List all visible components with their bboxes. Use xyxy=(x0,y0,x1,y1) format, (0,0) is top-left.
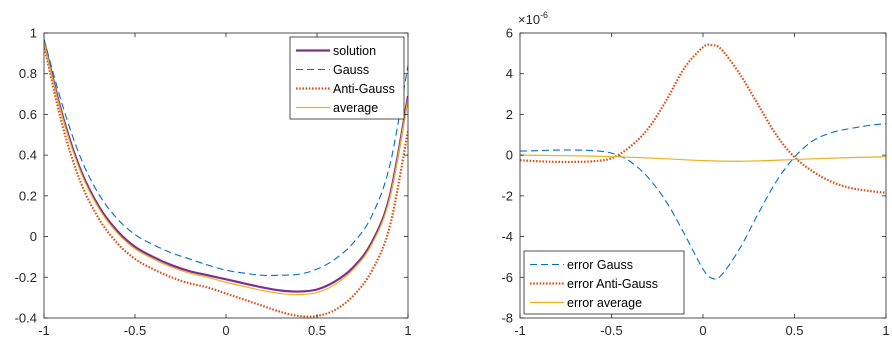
y-tick-label: 0.4 xyxy=(19,148,37,163)
legend-label: error average xyxy=(567,296,642,310)
x-tick-label: 1 xyxy=(404,323,411,338)
y-tick-label: -0.4 xyxy=(15,311,37,326)
series-line-anti-gauss xyxy=(44,44,408,318)
y-tick-label: 2 xyxy=(506,107,513,122)
x-tick-label: 0.5 xyxy=(308,323,326,338)
y-tick-label: -4 xyxy=(501,229,513,244)
series-line-solution xyxy=(44,40,408,293)
left-plot: -1 -0.5 0 0.5 1 -0.4 -0.2 0 0.2 0.4 0.6 0.8 1 solutio… xyxy=(15,26,412,339)
y-tick-label: 0.6 xyxy=(19,107,37,122)
y-tick-label: 0 xyxy=(30,229,37,244)
x-tick-label: -0.5 xyxy=(600,323,622,338)
y-exponent-power: -6 xyxy=(540,10,548,20)
legend-label: solution xyxy=(333,44,376,58)
y-exponent-label: ×10-6 xyxy=(518,10,548,27)
series-line-error-gauss xyxy=(520,123,886,280)
legend-label: error Anti-Gauss xyxy=(567,277,658,291)
y-tick-label: -6 xyxy=(501,270,513,285)
x-tick-label: -1 xyxy=(514,323,526,338)
y-tick-label: -0.2 xyxy=(15,270,37,285)
legend-label: Anti-Gauss xyxy=(333,82,395,96)
legend: solution Gauss Anti-Gauss average xyxy=(289,36,405,120)
series-line-error-anti-gauss xyxy=(520,43,886,194)
series-line-average xyxy=(44,42,408,296)
legend-label: average xyxy=(333,101,378,115)
y-tick-label: -8 xyxy=(501,311,513,326)
x-tick-label: 0 xyxy=(222,323,229,338)
x-tick-label: -0.5 xyxy=(124,323,146,338)
y-tick-label: 0.2 xyxy=(19,188,37,203)
series-line-error-average xyxy=(520,154,886,162)
x-tick-label: -1 xyxy=(38,323,50,338)
y-tick-label: 1 xyxy=(30,26,37,41)
y-tick-label: 6 xyxy=(506,26,513,41)
legend-label: Gauss xyxy=(333,63,369,77)
series-line-gauss xyxy=(44,38,408,276)
x-tick-label: 1 xyxy=(882,323,889,338)
x-tick-label: 0.5 xyxy=(785,323,803,338)
legend: error Gauss error Anti-Gauss error average xyxy=(523,250,685,315)
y-tick-label: -2 xyxy=(501,188,513,203)
y-exponent-base: ×10 xyxy=(518,12,540,27)
y-tick-label: 4 xyxy=(506,66,513,81)
x-tick-label: 0 xyxy=(699,323,706,338)
y-tick-label: 0.8 xyxy=(19,66,37,81)
y-tick-label: 0 xyxy=(506,148,513,163)
legend-label: error Gauss xyxy=(567,258,633,272)
